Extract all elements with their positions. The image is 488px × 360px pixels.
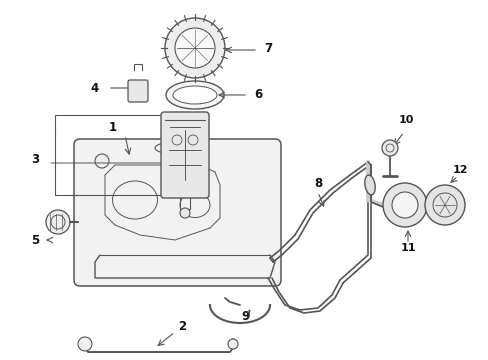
Text: 9: 9 xyxy=(241,310,248,323)
FancyBboxPatch shape xyxy=(128,80,148,102)
Circle shape xyxy=(382,183,426,227)
Circle shape xyxy=(381,140,397,156)
Circle shape xyxy=(180,208,190,218)
Ellipse shape xyxy=(364,175,374,195)
Circle shape xyxy=(164,18,224,78)
Circle shape xyxy=(424,185,464,225)
Text: 12: 12 xyxy=(451,165,467,175)
Circle shape xyxy=(78,337,92,351)
Circle shape xyxy=(227,339,238,349)
FancyBboxPatch shape xyxy=(74,139,281,286)
FancyBboxPatch shape xyxy=(161,112,208,198)
Text: 6: 6 xyxy=(253,87,262,100)
Circle shape xyxy=(391,192,417,218)
Circle shape xyxy=(95,154,109,168)
Text: 3: 3 xyxy=(31,153,39,166)
Text: 7: 7 xyxy=(264,42,271,55)
Ellipse shape xyxy=(173,86,217,104)
Text: 11: 11 xyxy=(400,243,415,253)
Text: 4: 4 xyxy=(91,81,99,94)
Circle shape xyxy=(46,210,70,234)
Text: 10: 10 xyxy=(398,115,413,125)
Text: 1: 1 xyxy=(109,121,117,135)
Text: 5: 5 xyxy=(31,234,39,247)
Ellipse shape xyxy=(165,81,224,109)
Ellipse shape xyxy=(155,142,195,154)
Circle shape xyxy=(175,28,215,68)
Text: 2: 2 xyxy=(178,320,185,333)
Text: 8: 8 xyxy=(313,177,322,190)
